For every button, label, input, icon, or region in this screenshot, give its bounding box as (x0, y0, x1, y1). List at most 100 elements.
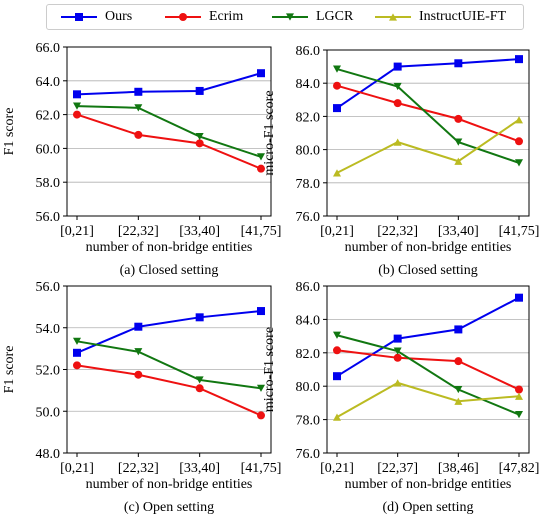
data-point-ecrim (195, 139, 204, 148)
data-point-ecrim (333, 346, 341, 355)
y-tick-label: 86.0 (296, 44, 321, 59)
x-axis-label: number of non-bridge entities (345, 477, 512, 492)
data-point-ours (257, 69, 265, 78)
data-point-lgcr (515, 410, 523, 419)
legend-label: LGCR (316, 9, 354, 24)
series-line-lgcr (336, 68, 520, 164)
x-tick-label: [41,75] (499, 224, 539, 239)
series-line-ours (336, 58, 520, 109)
data-point-ecrim (195, 384, 204, 393)
data-point-lgcr (257, 153, 265, 161)
data-point-ecrim (454, 114, 463, 123)
data-point-lgcr (134, 104, 143, 112)
legend-marker-instructuie-ft (389, 13, 397, 21)
y-tick-label: 78.0 (296, 177, 321, 192)
data-point-instructuie-ft (515, 116, 523, 124)
data-point-lgcr (515, 159, 523, 167)
legend-item-lgcr: LGCR (270, 5, 353, 29)
data-point-lgcr (134, 348, 143, 356)
legend-swatch-instructuie-ft (375, 13, 411, 21)
y-tick-label: 82.0 (296, 110, 321, 125)
y-tick-label: 86.0 (296, 280, 321, 295)
data-point-lgcr (73, 102, 81, 110)
x-tick-label: [0,21] (60, 224, 94, 239)
series-line-ecrim (76, 364, 262, 417)
panel-caption: (b) Closed setting (378, 263, 478, 278)
y-tick-label: 84.0 (296, 77, 321, 92)
data-point-ecrim (73, 110, 81, 119)
data-point-lgcr (195, 376, 204, 384)
legend-item-instructuie-ft: InstructUIE-FT (373, 5, 506, 29)
data-point-ours (393, 62, 402, 71)
series-line-lgcr (76, 340, 262, 390)
y-tick-label: 62.0 (36, 109, 61, 124)
data-point-ours (73, 348, 81, 357)
plot-frame (326, 285, 530, 454)
plot-frame (66, 285, 272, 454)
panel-caption: (a) Closed setting (120, 263, 219, 278)
y-tick-label: 56.0 (36, 210, 61, 225)
legend-swatch-ecrim (165, 13, 201, 21)
data-point-lgcr (393, 347, 402, 355)
data-point-ecrim (393, 353, 402, 362)
legend-marker-ecrim (179, 13, 187, 21)
data-point-ours (195, 86, 204, 95)
legend-swatch-ours (61, 13, 97, 21)
x-tick-label: [38,46] (438, 461, 479, 476)
x-tick-label: [41,75] (241, 461, 282, 476)
data-point-ecrim (134, 370, 143, 379)
legend-label: Ours (105, 9, 133, 24)
x-axis-label: number of non-bridge entities (345, 240, 512, 255)
y-tick-label: 66.0 (36, 41, 61, 56)
x-tick-label: [22,32] (118, 461, 159, 476)
x-tick-label: [0,21] (320, 461, 354, 476)
x-tick-label: [33,40] (179, 224, 220, 239)
data-point-lgcr (393, 82, 402, 91)
data-point-ecrim (515, 137, 523, 146)
data-point-ecrim (257, 164, 265, 173)
data-point-instructuie-ft (454, 157, 463, 165)
data-point-ecrim (454, 357, 463, 366)
data-point-instructuie-ft (393, 379, 402, 387)
x-tick-label: [22,37] (377, 461, 418, 476)
x-tick-label: [33,40] (438, 224, 479, 239)
legend-marker-ours (75, 13, 83, 21)
legend-label: Ecrim (209, 9, 244, 24)
legend-item-ecrim: Ecrim (163, 5, 243, 29)
data-point-lgcr (454, 138, 463, 146)
data-point-ecrim (515, 385, 523, 394)
y-tick-label: 82.0 (296, 347, 321, 362)
data-point-lgcr (333, 331, 341, 339)
y-tick-label: 78.0 (296, 414, 321, 429)
data-point-instructuie-ft (515, 392, 523, 400)
y-tick-label: 52.0 (36, 364, 61, 379)
x-axis-label: number of non-bridge entities (86, 477, 253, 492)
data-point-ecrim (393, 99, 402, 108)
y-tick-label: 76.0 (296, 447, 321, 462)
x-axis-label: number of non-bridge entities (86, 240, 253, 255)
legend-item-ours: Ours (59, 5, 132, 29)
data-point-lgcr (333, 65, 341, 73)
x-tick-label: [0,21] (60, 461, 94, 476)
data-point-ours (515, 293, 523, 302)
chart-panel-2: 76.0 78.0 80.0 82.0 84.0 86.0 [0,21] [22,32] [33… (262, 44, 539, 278)
data-point-ours (333, 104, 341, 113)
y-tick-label: 50.0 (36, 405, 61, 420)
y-axis-label: F1 score (2, 108, 17, 156)
chart-panel-1: 56.0 58.0 60.0 62.0 64.0 66.0 [0,21] [22,32] [33… (2, 41, 281, 278)
data-point-ours (134, 322, 143, 331)
data-point-instructuie-ft (454, 397, 463, 405)
chart-panel-4: 76.0 78.0 80.0 82.0 84.0 86.0 [0,21] [22,37] [38… (262, 280, 539, 515)
legend: Ours Ecrim LGCR InstructUIE-FT (46, 4, 524, 30)
series-line-ecrim (336, 84, 520, 143)
y-axis-label: micro-F1 score (262, 327, 277, 412)
x-tick-label: [0,21] (320, 224, 354, 239)
y-tick-label: 80.0 (296, 144, 321, 159)
data-point-ours (257, 307, 265, 316)
data-point-ours (515, 55, 523, 64)
legend-swatch-lgcr (272, 13, 308, 21)
x-tick-label: [22,32] (377, 224, 418, 239)
y-tick-label: 80.0 (296, 380, 321, 395)
legend-marker-lgcr (286, 13, 294, 21)
